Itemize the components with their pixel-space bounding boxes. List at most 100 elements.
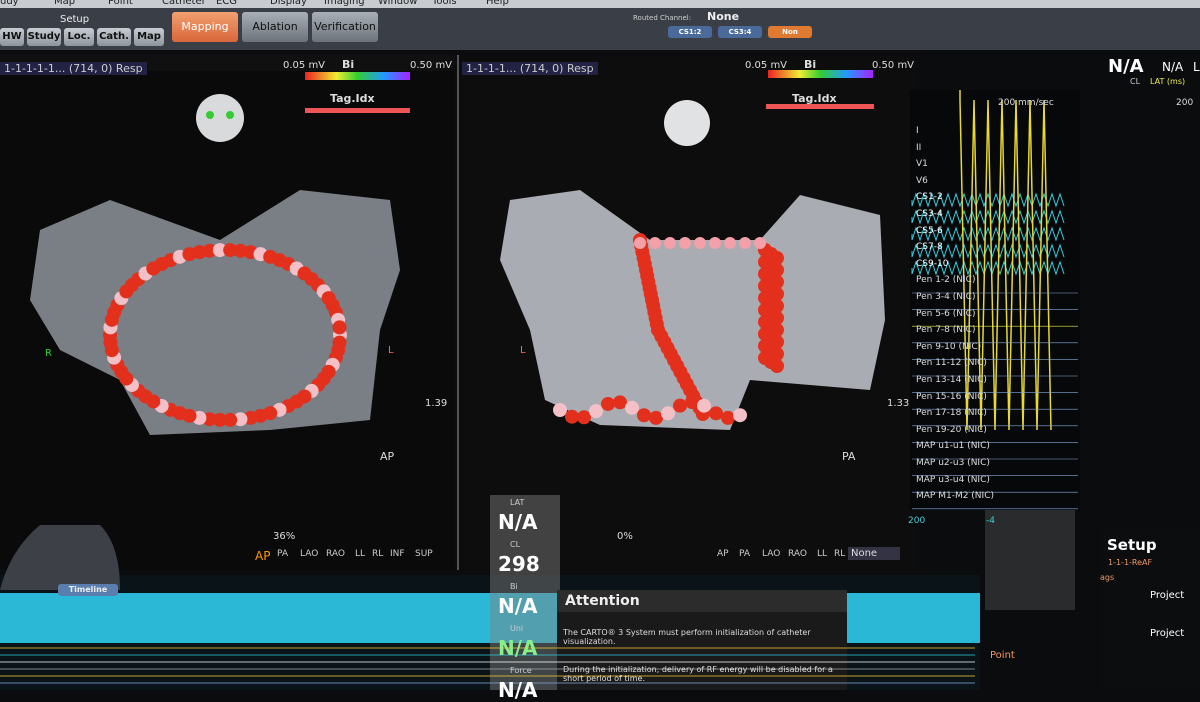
setup-tab[interactable]: Study: [27, 28, 61, 46]
decor: [649, 410, 663, 425]
decor: [233, 412, 248, 427]
view-button[interactable]: RAO: [326, 549, 345, 559]
scale-max: 0.50 mV: [872, 60, 915, 71]
menu-item[interactable]: Point: [108, 0, 133, 7]
ecg-channel: I: [916, 126, 919, 136]
channel-button[interactable]: CS3:4: [718, 26, 762, 38]
menu-item[interactable]: Map: [54, 0, 76, 7]
setup-option[interactable]: Project: [1150, 590, 1185, 601]
menu-item[interactable]: Catheter: [162, 0, 206, 7]
menu-item[interactable]: Window: [378, 0, 418, 7]
mode-tab[interactable]: Mapping: [172, 12, 238, 42]
view-button[interactable]: INF: [390, 549, 405, 559]
lat-value: N/A: [1108, 56, 1144, 77]
view-button[interactable]: RL: [372, 549, 384, 559]
ecg-channel: Pen 3-4 (NIC): [916, 292, 976, 302]
view-button[interactable]: AP: [255, 549, 271, 563]
decor: [212, 412, 227, 427]
marker-l: L: [520, 345, 526, 356]
setup-tab[interactable]: Cath.: [97, 28, 131, 46]
decor: [911, 226, 1065, 242]
view-button[interactable]: LAO: [762, 549, 781, 559]
view-button[interactable]: PA: [739, 549, 751, 559]
ecg-channel: Pen 7-8 (NIC): [916, 325, 976, 336]
view-button[interactable]: LL: [817, 549, 828, 559]
view-label: PA: [842, 450, 856, 463]
info-value: N/A: [498, 678, 538, 702]
decor: [959, 90, 1052, 431]
decor: [673, 398, 687, 413]
decor: [911, 243, 1065, 259]
setup-tab[interactable]: Map: [134, 28, 164, 46]
menu-item[interactable]: udy: [0, 0, 19, 7]
mode-tab[interactable]: Ablation: [242, 12, 308, 42]
setup-tab[interactable]: HW: [0, 28, 24, 46]
decor: [694, 237, 706, 249]
view-dropdown[interactable]: None: [848, 547, 900, 560]
menu-item[interactable]: Display: [270, 0, 307, 7]
decor: [709, 406, 723, 421]
view-button[interactable]: AP: [717, 549, 729, 559]
menu-item[interactable]: Imaging: [324, 0, 365, 7]
view-label: AP: [380, 450, 395, 463]
decor: [664, 237, 676, 249]
decor: [601, 396, 615, 411]
mode-tab[interactable]: Verification: [312, 12, 378, 42]
decor: [661, 406, 675, 421]
decor: [332, 320, 347, 335]
channel-button[interactable]: Non: [768, 26, 812, 38]
timeline-button[interactable]: Timeline: [58, 584, 118, 596]
info-label: Force: [510, 666, 532, 675]
cl-label: CL: [1130, 77, 1141, 86]
ecg-channel: MAP u1-u1 (NIC): [916, 441, 990, 452]
setup-option[interactable]: Project: [1150, 628, 1185, 639]
view-button[interactable]: LL: [355, 549, 366, 559]
ecg-channel: Pen 5-6 (NIC): [916, 308, 976, 319]
decoration: [0, 90, 1078, 684]
decor: [754, 237, 766, 249]
decor: [733, 408, 747, 423]
channel-button[interactable]: CS1:2: [668, 26, 712, 38]
decor: [202, 243, 217, 258]
scale-min: 0.05 mV: [745, 60, 788, 71]
setup-tags: ags: [1100, 573, 1115, 582]
info-value: N/A: [498, 636, 538, 660]
view-button[interactable]: SUP: [415, 549, 433, 559]
decor: [212, 243, 227, 258]
view-button[interactable]: PA: [277, 549, 289, 559]
decor: [565, 409, 579, 424]
ecg-channel: Pen 9-10 (NIC): [916, 341, 982, 352]
menu-item[interactable]: Help: [486, 0, 509, 7]
ecg-channel: Pen 17-18 (NIC): [916, 408, 987, 419]
menu-item[interactable]: ECG: [216, 0, 238, 7]
view-button[interactable]: RL: [834, 549, 846, 559]
ecg-channel: V6: [916, 175, 928, 186]
info-label: Bi: [510, 582, 518, 591]
decor: [911, 260, 1065, 276]
menu-item[interactable]: Tools: [432, 0, 457, 7]
decor: [589, 404, 603, 419]
decor: [553, 403, 567, 417]
ecg-scale: -4: [986, 516, 995, 526]
ecg-channel: Pen 15-16 (NIC): [916, 391, 987, 402]
ecg-channel: V1: [916, 159, 928, 170]
setup-label: Setup: [60, 14, 90, 25]
view-button[interactable]: LAO: [300, 549, 319, 559]
opacity-value: 36%: [273, 531, 296, 542]
ecg-speed: 200 mm/sec: [998, 98, 1054, 108]
setup-study: 1-1-1-ReAF: [1108, 558, 1153, 567]
decor: [679, 237, 691, 249]
marker-l: L: [388, 345, 394, 356]
attention-title: Attention: [565, 593, 640, 609]
decor: [634, 237, 646, 249]
setup-tab[interactable]: Loc.: [64, 28, 94, 46]
routed-value: None: [707, 10, 740, 23]
ecg-channel: CS5-6: [916, 225, 943, 236]
right-speed: 200: [1176, 98, 1194, 108]
marker-r: R: [45, 348, 52, 359]
ecg-channel: MAP M1-M2 (NIC): [916, 491, 994, 502]
lat-value-2: N/A: [1162, 60, 1184, 74]
view-button[interactable]: RAO: [788, 549, 807, 559]
ecg-channel: CS1-2: [916, 192, 943, 203]
decor: [223, 243, 238, 258]
